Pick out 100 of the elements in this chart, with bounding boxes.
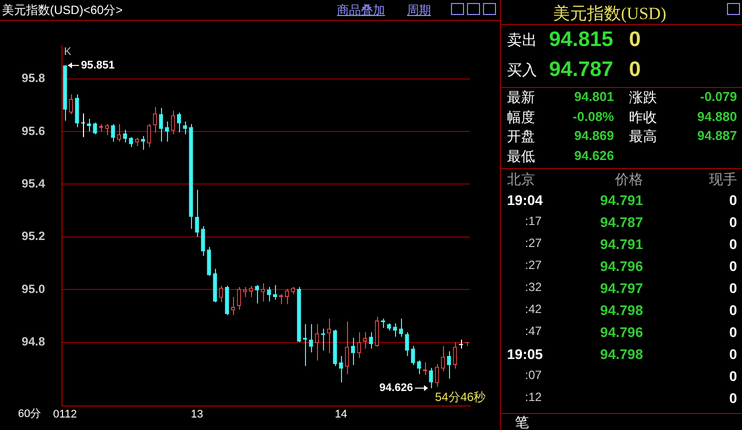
x-tick-label: 14 bbox=[334, 408, 348, 420]
y-tick-label: 95.4 bbox=[22, 176, 46, 191]
text: :12 bbox=[525, 390, 542, 404]
candlestick bbox=[230, 296, 236, 316]
text: 商品叠加 bbox=[337, 2, 385, 19]
text: 0 bbox=[729, 214, 737, 230]
text: 买入 bbox=[507, 61, 537, 80]
candlestick bbox=[236, 286, 242, 310]
candlestick bbox=[218, 285, 224, 303]
candlestick bbox=[404, 332, 410, 357]
text: :32 bbox=[525, 280, 542, 294]
text: 94.797 bbox=[600, 280, 643, 296]
candlestick bbox=[344, 321, 350, 375]
text: 北京 bbox=[507, 171, 535, 189]
text: 94.626 bbox=[574, 148, 614, 162]
text: 19:04 bbox=[507, 192, 543, 208]
candlestick bbox=[272, 284, 278, 300]
text: 94.787 bbox=[600, 214, 643, 230]
text: 94.798 bbox=[600, 302, 643, 318]
text: 94.796 bbox=[600, 258, 643, 274]
text: 笔 bbox=[509, 413, 535, 430]
x-tick-label: 0112 bbox=[53, 408, 77, 420]
text: 0 bbox=[729, 192, 737, 208]
x-tick-label: 13 bbox=[190, 408, 204, 420]
chart-title: 美元指数(USD)<60分> bbox=[2, 2, 123, 19]
text: -0.08% bbox=[572, 108, 614, 124]
text: 19:05 bbox=[507, 346, 543, 362]
candlestick bbox=[170, 110, 176, 135]
candlestick bbox=[200, 226, 206, 256]
text: 94.787 bbox=[549, 58, 614, 82]
text: 0 bbox=[729, 258, 737, 274]
text: 最新 bbox=[507, 89, 535, 107]
candlestick bbox=[398, 318, 404, 338]
candlestick bbox=[326, 318, 332, 354]
text: 幅度 bbox=[507, 108, 535, 126]
candlestick bbox=[242, 286, 248, 298]
candlestick bbox=[92, 122, 98, 135]
candlestick bbox=[122, 129, 128, 143]
text: 0 bbox=[729, 236, 737, 252]
text: 周期 bbox=[407, 2, 431, 19]
annotation: 94.626 bbox=[379, 382, 413, 394]
candlestick bbox=[194, 189, 200, 238]
y-tick-label: 95.2 bbox=[22, 229, 46, 244]
text: 美元指数(USD) bbox=[553, 3, 666, 25]
candlestick bbox=[266, 286, 272, 302]
candlestick bbox=[158, 107, 164, 142]
text: 0 bbox=[729, 346, 737, 362]
text: 94.815 bbox=[549, 28, 614, 52]
text: 最低 bbox=[507, 148, 535, 166]
text: 0 bbox=[729, 390, 737, 406]
text: :47 bbox=[525, 324, 542, 338]
text: 0 bbox=[629, 28, 641, 52]
candlestick bbox=[254, 284, 260, 304]
text: :27 bbox=[525, 258, 542, 272]
candlestick bbox=[284, 288, 290, 305]
candlestick bbox=[206, 246, 212, 276]
candlestick bbox=[260, 282, 266, 302]
text: 0 bbox=[729, 324, 737, 340]
text: 0 bbox=[729, 368, 737, 384]
candlestick bbox=[110, 124, 116, 142]
text: -0.079 bbox=[700, 89, 737, 104]
candlestick bbox=[446, 350, 452, 380]
text: 94.887 bbox=[697, 128, 737, 143]
text: 昨收 bbox=[629, 108, 657, 126]
candlestick bbox=[308, 324, 314, 353]
text: 0 bbox=[729, 280, 737, 296]
text: 94.801 bbox=[574, 89, 614, 104]
candlestick bbox=[104, 124, 110, 136]
text: :17 bbox=[525, 214, 542, 228]
annotation: 95.851 bbox=[81, 59, 115, 72]
candlestick bbox=[116, 124, 122, 142]
candlestick bbox=[146, 124, 152, 148]
text: :42 bbox=[525, 302, 542, 316]
text: 最高 bbox=[629, 128, 657, 146]
candlestick bbox=[452, 342, 458, 370]
candlestick bbox=[428, 367, 434, 389]
y-tick-label: 95.6 bbox=[22, 124, 46, 138]
candlestick bbox=[182, 121, 188, 135]
annotation: K bbox=[64, 46, 72, 58]
candlestick bbox=[74, 94, 80, 128]
y-tick-label: 94.8 bbox=[22, 334, 46, 349]
text: 0 bbox=[629, 58, 641, 82]
candlestick bbox=[374, 316, 380, 348]
text: 94.791 bbox=[600, 192, 643, 208]
candlestick bbox=[410, 346, 416, 366]
text: 60分 bbox=[18, 408, 42, 420]
text: 涨跌 bbox=[629, 89, 657, 107]
text: 现手 bbox=[709, 171, 737, 189]
text: :07 bbox=[525, 368, 542, 382]
text: 94.796 bbox=[600, 324, 643, 340]
text: 卖出 bbox=[507, 31, 537, 50]
text: 开盘 bbox=[507, 128, 535, 146]
candlestick bbox=[176, 112, 182, 133]
text: 94.791 bbox=[600, 236, 643, 252]
text: 94.880 bbox=[697, 108, 737, 124]
text: 0 bbox=[729, 302, 737, 318]
y-tick-label: 95.8 bbox=[22, 71, 46, 86]
candlestick bbox=[164, 121, 170, 142]
text: :27 bbox=[525, 236, 542, 250]
text: 94.869 bbox=[574, 128, 614, 143]
